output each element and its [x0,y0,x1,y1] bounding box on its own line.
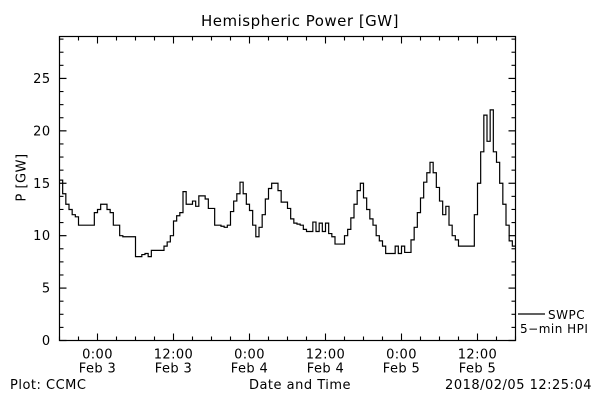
x-tick-label-date: Feb 4 [231,362,268,377]
x-tick-label-date: Feb 4 [307,362,344,377]
x-tick-label-time: 12:00 [154,348,193,363]
y-tick-label: 0 [42,334,51,349]
y-tick-label: 15 [33,177,50,192]
plot-timestamp: 2018/02/05 12:25:04 [445,378,592,393]
y-tick-label: 20 [33,124,50,139]
x-tick-label-time: 12:00 [458,348,497,363]
y-tick-label: 25 [33,72,50,87]
legend-entry-name: SWPC [548,308,586,322]
x-tick-label-date: Feb 5 [459,362,496,377]
data-line-swpc-hpi [59,109,516,258]
x-tick-label-time: 0:00 [386,348,417,363]
plot-credit: Plot: CCMC [10,378,87,393]
x-tick-label-date: Feb 3 [79,362,116,377]
axes-layer [58,35,517,342]
x-tick-label-time: 12:00 [306,348,345,363]
y-tick-label: 10 [33,229,50,244]
x-tick-label-time: 0:00 [234,348,265,363]
legend-entry-sub: 5−min HPI [520,322,589,336]
y-tick-label: 5 [42,282,51,297]
x-tick-label-time: 0:00 [82,348,113,363]
x-axis-label: Date and Time [248,378,352,393]
chart-title: Hemispheric Power [GW] [201,12,399,30]
y-axis-label: P [GW] [14,153,30,202]
x-tick-label-date: Feb 5 [383,362,420,377]
data-series-layer [59,109,516,258]
x-tick-label-date: Feb 3 [155,362,192,377]
axis-ticks [58,36,517,342]
